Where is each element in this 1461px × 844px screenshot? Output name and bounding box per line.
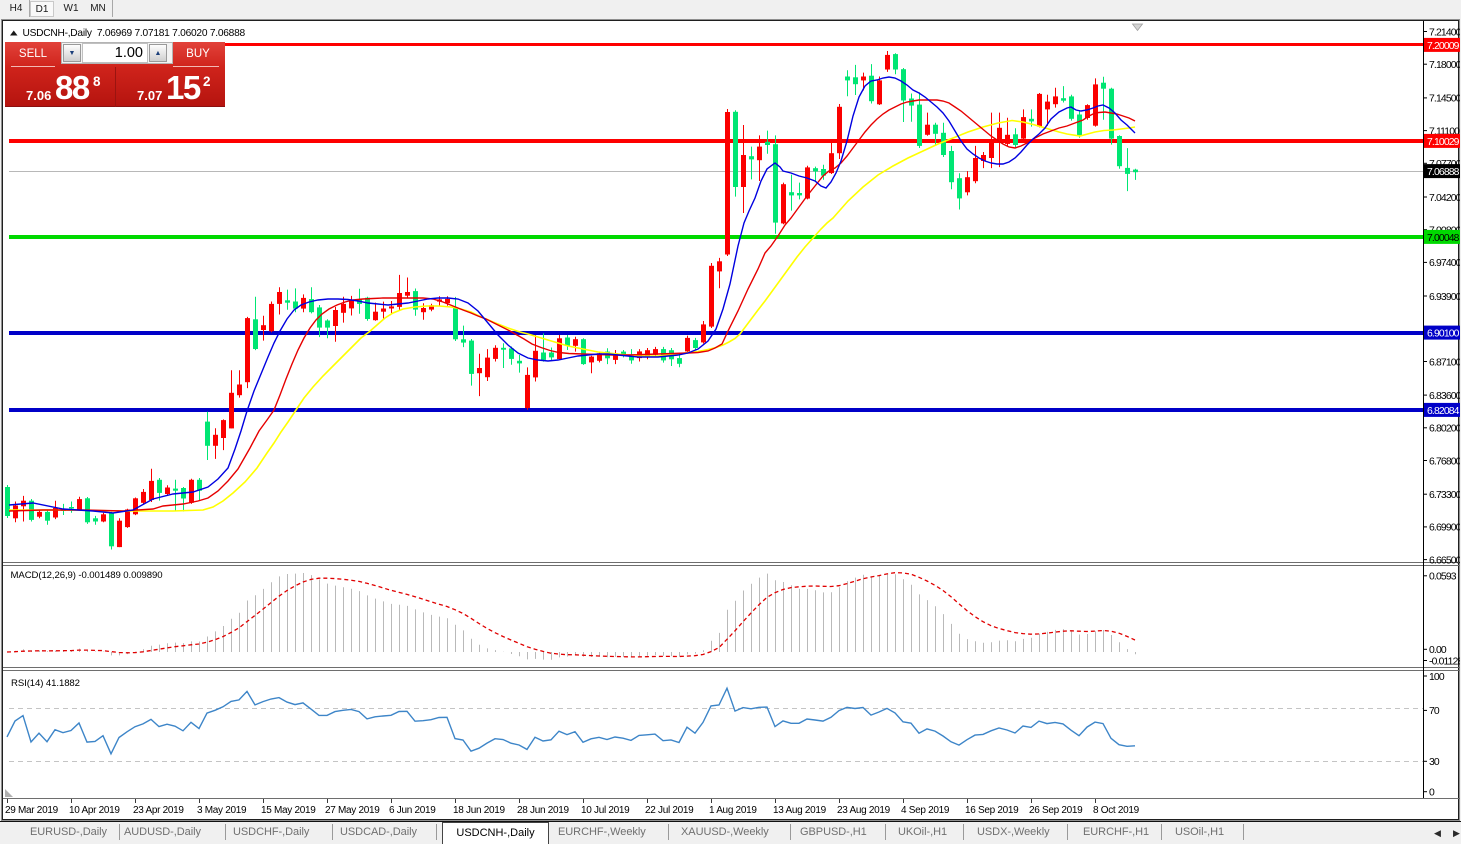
svg-text:1 Aug 2019: 1 Aug 2019: [709, 805, 757, 816]
svg-text:6.83600: 6.83600: [1429, 391, 1460, 402]
svg-text:7.06888: 7.06888: [1427, 167, 1460, 178]
svg-text:6.73300: 6.73300: [1429, 490, 1460, 501]
svg-text:15 May 2019: 15 May 2019: [261, 805, 316, 816]
svg-text:0.00: 0.00: [1429, 645, 1447, 656]
svg-text:RSI(14) 41.1882: RSI(14) 41.1882: [11, 678, 80, 689]
svg-text:8 Oct 2019: 8 Oct 2019: [1093, 805, 1140, 816]
svg-text:70: 70: [1429, 706, 1440, 717]
svg-text:6.82084: 6.82084: [1427, 406, 1460, 417]
svg-text:4 Sep 2019: 4 Sep 2019: [901, 805, 950, 816]
svg-text:6.66500: 6.66500: [1429, 555, 1460, 566]
svg-text:6 Jun 2019: 6 Jun 2019: [389, 805, 436, 816]
svg-text:7.00048: 7.00048: [1427, 233, 1460, 244]
svg-text:10 Apr 2019: 10 Apr 2019: [69, 805, 120, 816]
svg-text:6.76800: 6.76800: [1429, 456, 1460, 467]
svg-text:29 Mar 2019: 29 Mar 2019: [5, 805, 59, 816]
svg-text:6.93900: 6.93900: [1429, 292, 1460, 303]
svg-text:6.90100: 6.90100: [1427, 329, 1460, 340]
svg-text:6.69900: 6.69900: [1429, 523, 1460, 534]
svg-text:7.04200: 7.04200: [1429, 193, 1460, 204]
svg-text:7.18000: 7.18000: [1429, 60, 1460, 71]
svg-text:7.14500: 7.14500: [1429, 94, 1460, 105]
svg-text:USDCNH-,Daily 7.06969 7.07181: USDCNH-,Daily 7.06969 7.07181 7.06020 7.…: [23, 28, 246, 39]
svg-text:MACD(12,26,9) -0.001489 0.0098: MACD(12,26,9) -0.001489 0.009890: [11, 570, 163, 581]
svg-text:7.21400: 7.21400: [1429, 27, 1460, 38]
svg-text:3 May 2019: 3 May 2019: [197, 805, 247, 816]
svg-text:0.0593: 0.0593: [1429, 572, 1457, 583]
svg-text:6.80200: 6.80200: [1429, 424, 1460, 435]
svg-text:28 Jun 2019: 28 Jun 2019: [517, 805, 569, 816]
svg-text:27 May 2019: 27 May 2019: [325, 805, 380, 816]
svg-text:16 Sep 2019: 16 Sep 2019: [965, 805, 1019, 816]
svg-text:23 Aug 2019: 23 Aug 2019: [837, 805, 891, 816]
svg-text:6.87100: 6.87100: [1429, 357, 1460, 368]
svg-text:26 Sep 2019: 26 Sep 2019: [1029, 805, 1083, 816]
svg-text:18 Jun 2019: 18 Jun 2019: [453, 805, 505, 816]
svg-text:-0.011289: -0.011289: [1429, 656, 1460, 667]
svg-text:7.10029: 7.10029: [1427, 137, 1460, 148]
svg-text:7.11100: 7.11100: [1429, 126, 1460, 137]
svg-text:10 Jul 2019: 10 Jul 2019: [581, 805, 630, 816]
svg-text:100: 100: [1429, 672, 1445, 683]
svg-text:22 Jul 2019: 22 Jul 2019: [645, 805, 694, 816]
svg-text:6.97400: 6.97400: [1429, 258, 1460, 269]
svg-text:7.20009: 7.20009: [1427, 41, 1460, 52]
svg-text:23 Apr 2019: 23 Apr 2019: [133, 805, 184, 816]
svg-text:0: 0: [1429, 788, 1435, 799]
svg-text:30: 30: [1429, 757, 1440, 768]
svg-text:13 Aug 2019: 13 Aug 2019: [773, 805, 827, 816]
